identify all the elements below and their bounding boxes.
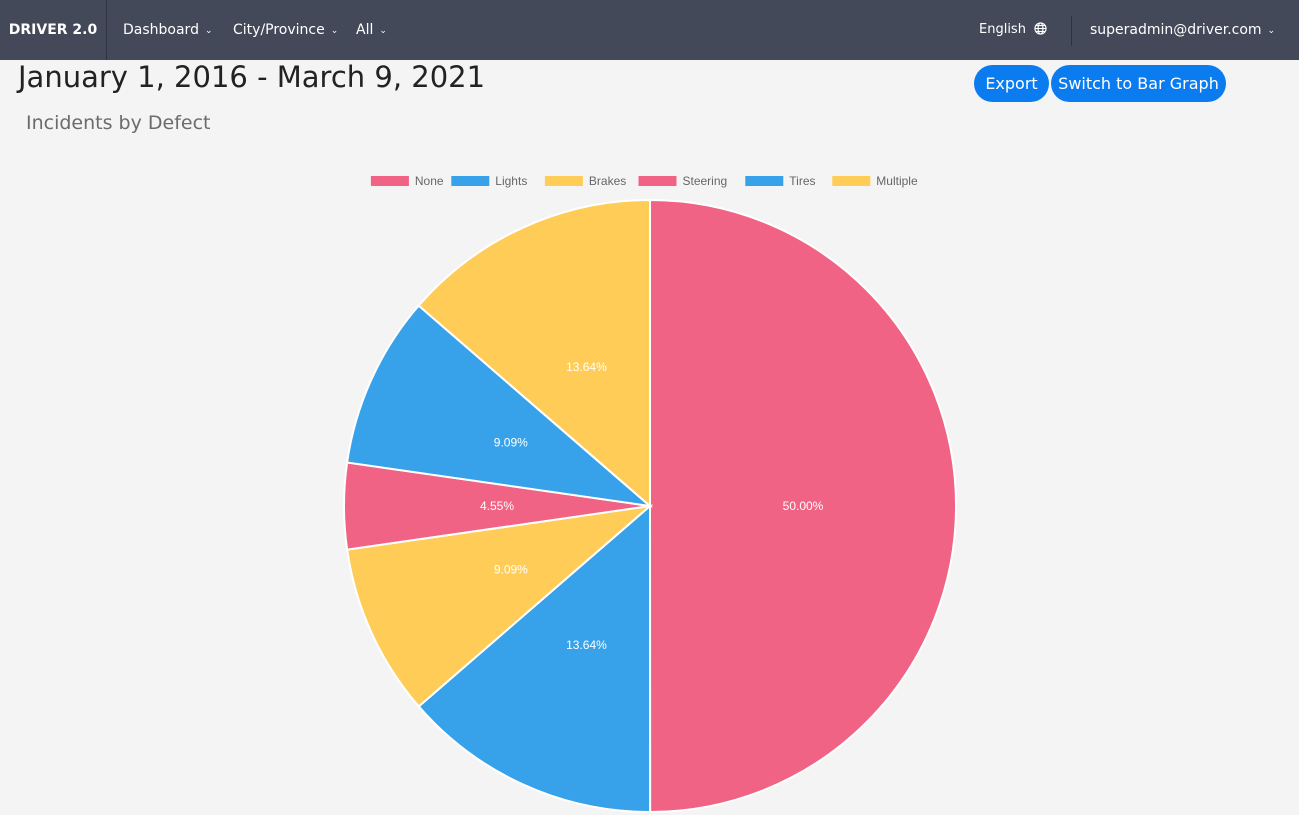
chart-subtitle: Incidents by Defect — [26, 112, 211, 134]
language-label: English — [979, 22, 1026, 37]
pie-value-label: 9.09% — [494, 435, 528, 449]
language-selector[interactable]: English — [979, 0, 1047, 60]
pie-slice-none[interactable] — [649, 198, 958, 814]
pie-slice-tires[interactable] — [345, 304, 654, 508]
legend-swatch — [638, 176, 677, 186]
user-menu-dropdown[interactable]: superadmin@driver.com ⌄ — [1090, 0, 1275, 60]
legend-item-tires[interactable]: Tires — [745, 174, 816, 188]
all-filter-dropdown-label: All — [356, 22, 374, 38]
chevron-down-icon: ⌄ — [1267, 26, 1276, 36]
chart-legend: None Lights Brakes Steering Tires Multiple — [370, 174, 918, 188]
legend-item-multiple[interactable]: Multiple — [832, 174, 918, 188]
pie-value-label: 13.64% — [566, 638, 607, 652]
pie-slice-lights[interactable] — [417, 503, 652, 814]
legend-swatch — [745, 176, 784, 186]
pie-slices — [343, 198, 958, 814]
legend-label: Steering — [683, 174, 728, 188]
chevron-down-icon: ⌄ — [330, 26, 339, 36]
brand-logo[interactable]: DRIVER 2.0 — [0, 0, 107, 60]
top-navbar: DRIVER 2.0 Dashboard ⌄ City/Province ⌄ All… — [0, 0, 1299, 60]
globe-icon — [1034, 2, 1047, 62]
chevron-down-icon: ⌄ — [204, 26, 213, 36]
legend-swatch — [544, 176, 583, 186]
pie-value-label: 50.00% — [783, 499, 824, 513]
pie-value-labels: 50.00% 13.64% 9.09% 4.55% 9.09% 13.64% — [480, 360, 824, 652]
legend-item-lights[interactable]: Lights — [451, 174, 527, 188]
legend-swatch — [451, 176, 490, 186]
legend-label: Multiple — [876, 174, 918, 188]
date-range-title: January 1, 2016 - March 9, 2021 — [18, 60, 486, 94]
pie-value-label: 13.64% — [566, 360, 607, 374]
legend-item-none[interactable]: None — [370, 174, 444, 188]
export-button[interactable]: Export — [974, 65, 1049, 102]
all-filter-dropdown[interactable]: All ⌄ — [356, 0, 387, 60]
pie-slice-multiple[interactable] — [417, 198, 651, 509]
legend-item-brakes[interactable]: Brakes — [544, 174, 626, 188]
switch-to-bar-graph-button[interactable]: Switch to Bar Graph — [1051, 65, 1226, 102]
legend-swatch — [370, 176, 409, 186]
dashboard-dropdown-label: Dashboard — [123, 22, 199, 38]
pie-value-label: 4.55% — [480, 499, 514, 513]
pie-slice-brakes[interactable] — [345, 504, 654, 708]
navbar-divider — [1071, 16, 1072, 46]
dashboard-dropdown[interactable]: Dashboard ⌄ — [123, 0, 213, 60]
legend-label: Brakes — [589, 174, 626, 188]
pie-value-label: 9.09% — [494, 563, 528, 577]
legend-label: None — [415, 174, 444, 188]
legend-item-steering[interactable]: Steering — [638, 174, 728, 188]
user-email: superadmin@driver.com — [1090, 22, 1262, 38]
legend-label: Lights — [495, 174, 527, 188]
legend-swatch — [832, 176, 871, 186]
chevron-down-icon: ⌄ — [379, 26, 387, 36]
city-province-dropdown-label: City/Province — [233, 22, 325, 38]
city-province-dropdown[interactable]: City/Province ⌄ — [233, 0, 338, 60]
legend-label: Tires — [789, 174, 815, 188]
